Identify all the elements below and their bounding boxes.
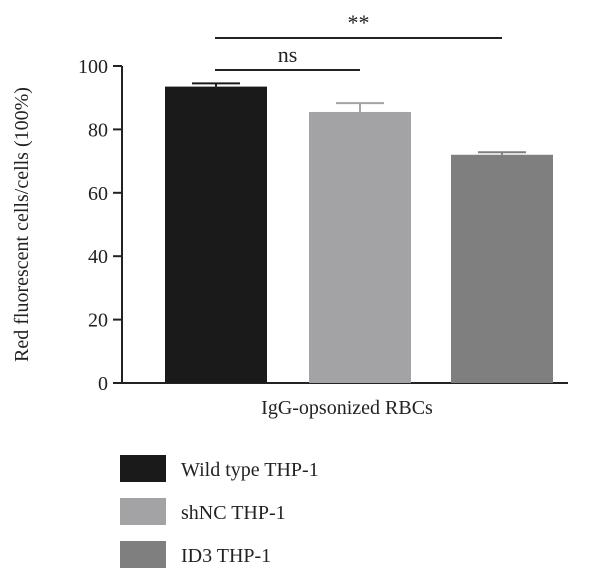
legend-label-1: shNC THP-1 xyxy=(181,502,286,524)
legend-label-0: Wild type THP-1 xyxy=(181,459,319,481)
legend-swatch-0 xyxy=(120,455,166,482)
chart-bars xyxy=(165,86,553,383)
legend-label-2: ID3 THP-1 xyxy=(181,545,271,567)
significance-label-0: ns xyxy=(278,42,298,67)
chart-legend: Wild type THP-1 shNC THP-1 ID3 THP-1 xyxy=(120,455,319,568)
bar-2 xyxy=(451,154,553,383)
y-tick-label: 40 xyxy=(88,246,108,268)
chart-annotations: ns ** xyxy=(215,10,502,71)
legend-swatch-1 xyxy=(120,498,166,525)
chart-error-bars xyxy=(192,82,526,155)
y-axis-label: Red fluorescent cells/cells (100%) xyxy=(11,87,33,362)
bar-0 xyxy=(165,86,267,383)
significance-label-1: ** xyxy=(348,10,370,35)
bar-1 xyxy=(309,111,411,383)
y-tick-label: 20 xyxy=(88,310,108,332)
x-category-label: IgG-opsonized RBCs xyxy=(261,397,433,419)
y-tick-label: 80 xyxy=(88,119,108,141)
y-tick-label: 0 xyxy=(98,373,108,395)
chart-axes: 0 20 40 60 80 100 Red fluorescent cells/cells … xyxy=(11,56,568,419)
y-tick-label: 60 xyxy=(88,183,108,205)
legend-swatch-2 xyxy=(120,541,166,568)
y-tick-label: 100 xyxy=(78,56,108,78)
